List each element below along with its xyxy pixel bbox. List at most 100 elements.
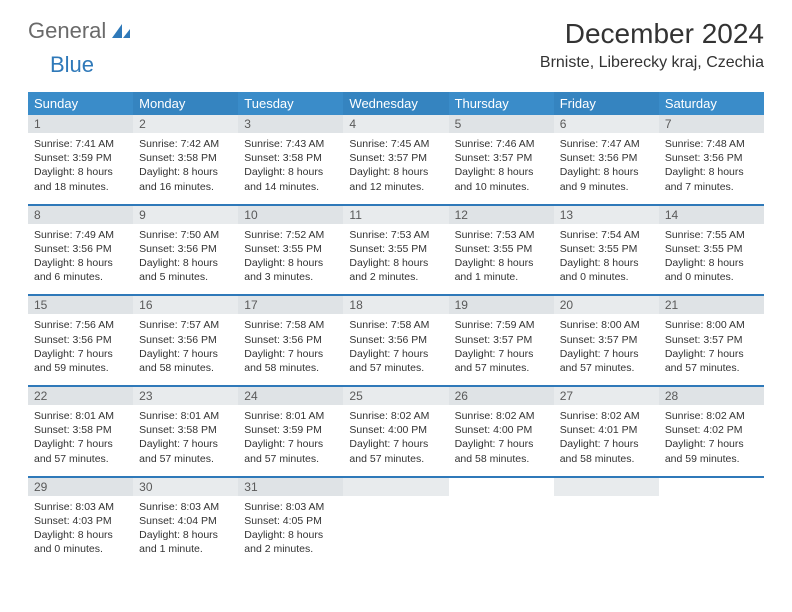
weekday-header: Tuesday — [238, 92, 343, 115]
day-cell: 4Sunrise: 7:45 AMSunset: 3:57 PMDaylight… — [343, 115, 448, 205]
day-cell: 18Sunrise: 7:58 AMSunset: 3:56 PMDayligh… — [343, 295, 448, 386]
day-number: 19 — [449, 296, 554, 314]
daylight-text-1: Daylight: 7 hours — [34, 347, 127, 361]
sunset-text: Sunset: 3:55 PM — [349, 242, 442, 256]
day-number: 20 — [554, 296, 659, 314]
sunrise-text: Sunrise: 8:01 AM — [34, 409, 127, 423]
sunrise-text: Sunrise: 8:03 AM — [139, 500, 232, 514]
day-cell: 17Sunrise: 7:58 AMSunset: 3:56 PMDayligh… — [238, 295, 343, 386]
day-cell: 26Sunrise: 8:02 AMSunset: 4:00 PMDayligh… — [449, 386, 554, 477]
day-detail: Sunrise: 7:50 AMSunset: 3:56 PMDaylight:… — [133, 224, 238, 295]
day-cell: 22Sunrise: 8:01 AMSunset: 3:58 PMDayligh… — [28, 386, 133, 477]
daylight-text-1: Daylight: 7 hours — [139, 437, 232, 451]
calendar-table: Sunday Monday Tuesday Wednesday Thursday… — [28, 92, 764, 566]
day-number: 1 — [28, 115, 133, 133]
daylight-text-2: and 58 minutes. — [139, 361, 232, 375]
sunrise-text: Sunrise: 7:50 AM — [139, 228, 232, 242]
daylight-text-2: and 58 minutes. — [560, 452, 653, 466]
day-cell: 9Sunrise: 7:50 AMSunset: 3:56 PMDaylight… — [133, 205, 238, 296]
sunrise-text: Sunrise: 8:02 AM — [665, 409, 758, 423]
weekday-header: Thursday — [449, 92, 554, 115]
day-number: 21 — [659, 296, 764, 314]
sunset-text: Sunset: 4:04 PM — [139, 514, 232, 528]
sunrise-text: Sunrise: 8:00 AM — [560, 318, 653, 332]
day-number: 3 — [238, 115, 343, 133]
logo: General — [28, 18, 132, 44]
daylight-text-1: Daylight: 8 hours — [34, 528, 127, 542]
daylight-text-2: and 6 minutes. — [34, 270, 127, 284]
daylight-text-1: Daylight: 7 hours — [139, 347, 232, 361]
sunset-text: Sunset: 3:55 PM — [665, 242, 758, 256]
daylight-text-2: and 58 minutes. — [455, 452, 548, 466]
day-detail: Sunrise: 7:58 AMSunset: 3:56 PMDaylight:… — [238, 314, 343, 385]
logo-text-blue: Blue — [50, 52, 94, 77]
day-cell: 15Sunrise: 7:56 AMSunset: 3:56 PMDayligh… — [28, 295, 133, 386]
day-number: 23 — [133, 387, 238, 405]
day-cell — [449, 477, 554, 567]
daylight-text-2: and 0 minutes. — [560, 270, 653, 284]
daylight-text-2: and 59 minutes. — [34, 361, 127, 375]
day-detail: Sunrise: 7:48 AMSunset: 3:56 PMDaylight:… — [659, 133, 764, 204]
daylight-text-2: and 57 minutes. — [560, 361, 653, 375]
sunrise-text: Sunrise: 7:45 AM — [349, 137, 442, 151]
sunrise-text: Sunrise: 8:03 AM — [34, 500, 127, 514]
day-number: 7 — [659, 115, 764, 133]
day-number: 10 — [238, 206, 343, 224]
day-cell: 5Sunrise: 7:46 AMSunset: 3:57 PMDaylight… — [449, 115, 554, 205]
day-cell: 2Sunrise: 7:42 AMSunset: 3:58 PMDaylight… — [133, 115, 238, 205]
day-number: 22 — [28, 387, 133, 405]
day-number: 27 — [554, 387, 659, 405]
day-detail: Sunrise: 7:55 AMSunset: 3:55 PMDaylight:… — [659, 224, 764, 295]
day-detail: Sunrise: 7:54 AMSunset: 3:55 PMDaylight:… — [554, 224, 659, 295]
sunrise-text: Sunrise: 7:49 AM — [34, 228, 127, 242]
day-detail: Sunrise: 8:00 AMSunset: 3:57 PMDaylight:… — [659, 314, 764, 385]
daylight-text-2: and 16 minutes. — [139, 180, 232, 194]
day-cell: 1Sunrise: 7:41 AMSunset: 3:59 PMDaylight… — [28, 115, 133, 205]
sunset-text: Sunset: 4:02 PM — [665, 423, 758, 437]
sunset-text: Sunset: 3:57 PM — [665, 333, 758, 347]
daylight-text-2: and 0 minutes. — [665, 270, 758, 284]
logo-text-gray: General — [28, 18, 106, 44]
weekday-header: Friday — [554, 92, 659, 115]
sunrise-text: Sunrise: 8:02 AM — [455, 409, 548, 423]
sunset-text: Sunset: 4:00 PM — [455, 423, 548, 437]
daylight-text-2: and 59 minutes. — [665, 452, 758, 466]
week-row: 1Sunrise: 7:41 AMSunset: 3:59 PMDaylight… — [28, 115, 764, 205]
week-row: 22Sunrise: 8:01 AMSunset: 3:58 PMDayligh… — [28, 386, 764, 477]
day-number: 15 — [28, 296, 133, 314]
day-number: 13 — [554, 206, 659, 224]
day-detail: Sunrise: 7:45 AMSunset: 3:57 PMDaylight:… — [343, 133, 448, 204]
daylight-text-1: Daylight: 8 hours — [244, 256, 337, 270]
daylight-text-1: Daylight: 7 hours — [665, 437, 758, 451]
day-detail: Sunrise: 8:01 AMSunset: 3:59 PMDaylight:… — [238, 405, 343, 476]
day-cell: 12Sunrise: 7:53 AMSunset: 3:55 PMDayligh… — [449, 205, 554, 296]
sunset-text: Sunset: 3:58 PM — [139, 423, 232, 437]
sunset-text: Sunset: 3:57 PM — [349, 151, 442, 165]
sunrise-text: Sunrise: 8:03 AM — [244, 500, 337, 514]
daylight-text-2: and 57 minutes. — [665, 361, 758, 375]
sunset-text: Sunset: 3:58 PM — [244, 151, 337, 165]
day-detail: Sunrise: 7:47 AMSunset: 3:56 PMDaylight:… — [554, 133, 659, 204]
daylight-text-2: and 57 minutes. — [349, 361, 442, 375]
sunrise-text: Sunrise: 8:01 AM — [244, 409, 337, 423]
day-detail: Sunrise: 7:53 AMSunset: 3:55 PMDaylight:… — [343, 224, 448, 295]
day-number: 16 — [133, 296, 238, 314]
daylight-text-2: and 2 minutes. — [349, 270, 442, 284]
day-cell: 19Sunrise: 7:59 AMSunset: 3:57 PMDayligh… — [449, 295, 554, 386]
daylight-text-2: and 0 minutes. — [34, 542, 127, 556]
sunrise-text: Sunrise: 7:43 AM — [244, 137, 337, 151]
daylight-text-1: Daylight: 8 hours — [34, 165, 127, 179]
sunset-text: Sunset: 3:56 PM — [244, 333, 337, 347]
week-row: 8Sunrise: 7:49 AMSunset: 3:56 PMDaylight… — [28, 205, 764, 296]
daylight-text-1: Daylight: 7 hours — [455, 437, 548, 451]
daylight-text-2: and 57 minutes. — [139, 452, 232, 466]
daylight-text-1: Daylight: 7 hours — [34, 437, 127, 451]
sunset-text: Sunset: 4:03 PM — [34, 514, 127, 528]
day-cell: 3Sunrise: 7:43 AMSunset: 3:58 PMDaylight… — [238, 115, 343, 205]
daylight-text-2: and 12 minutes. — [349, 180, 442, 194]
sunset-text: Sunset: 3:57 PM — [455, 333, 548, 347]
sunrise-text: Sunrise: 8:02 AM — [560, 409, 653, 423]
sunrise-text: Sunrise: 8:02 AM — [349, 409, 442, 423]
day-cell: 28Sunrise: 8:02 AMSunset: 4:02 PMDayligh… — [659, 386, 764, 477]
title-block: December 2024 Brniste, Liberecky kraj, C… — [540, 18, 764, 72]
